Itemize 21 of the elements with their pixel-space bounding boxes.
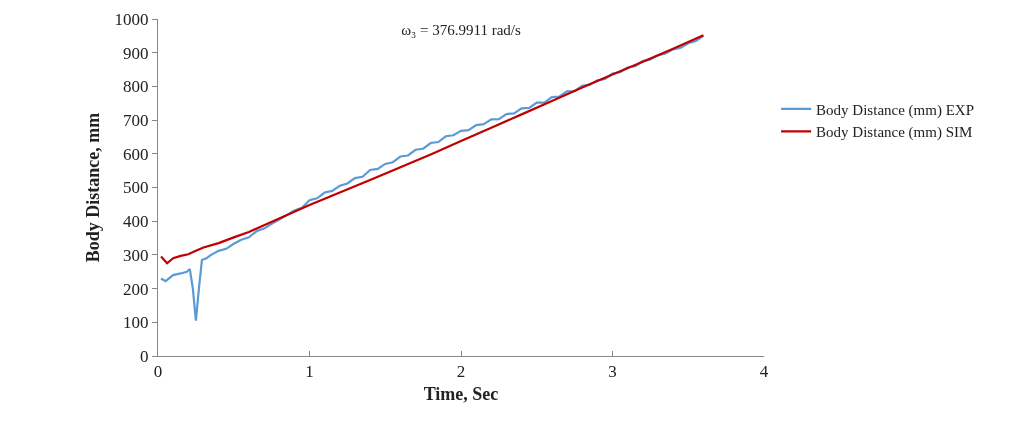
- y-tick-label: 100: [123, 313, 149, 333]
- y-tick-label: 800: [123, 77, 149, 97]
- x-axis-title: Time, Sec: [423, 383, 499, 404]
- y-tick-label: 900: [123, 43, 149, 63]
- legend-label: Body Distance (mm) SIM: [816, 124, 973, 142]
- x-tick-label: 4: [759, 362, 769, 382]
- y-tick-label: 300: [123, 245, 149, 265]
- y-axis-title: Body Distance, mm: [82, 112, 103, 263]
- y-tick-label: 400: [123, 212, 149, 232]
- legend-label: Body Distance (mm) EXP: [816, 101, 975, 119]
- x-tick-label: 1: [305, 362, 314, 382]
- x-tick-label: 0: [153, 362, 163, 382]
- y-tick-label: 700: [123, 111, 149, 131]
- x-tick-label: 2: [456, 362, 466, 382]
- y-tick-label: 200: [123, 279, 149, 299]
- y-tick-label: 0: [140, 346, 149, 366]
- x-tick-label: 3: [608, 362, 617, 382]
- y-tick-label: 500: [123, 178, 149, 198]
- y-tick-label: 1000: [114, 9, 149, 29]
- chart-title: ω₃ = 376.9911 rad/s: [401, 21, 521, 38]
- y-tick-label: 600: [123, 144, 149, 164]
